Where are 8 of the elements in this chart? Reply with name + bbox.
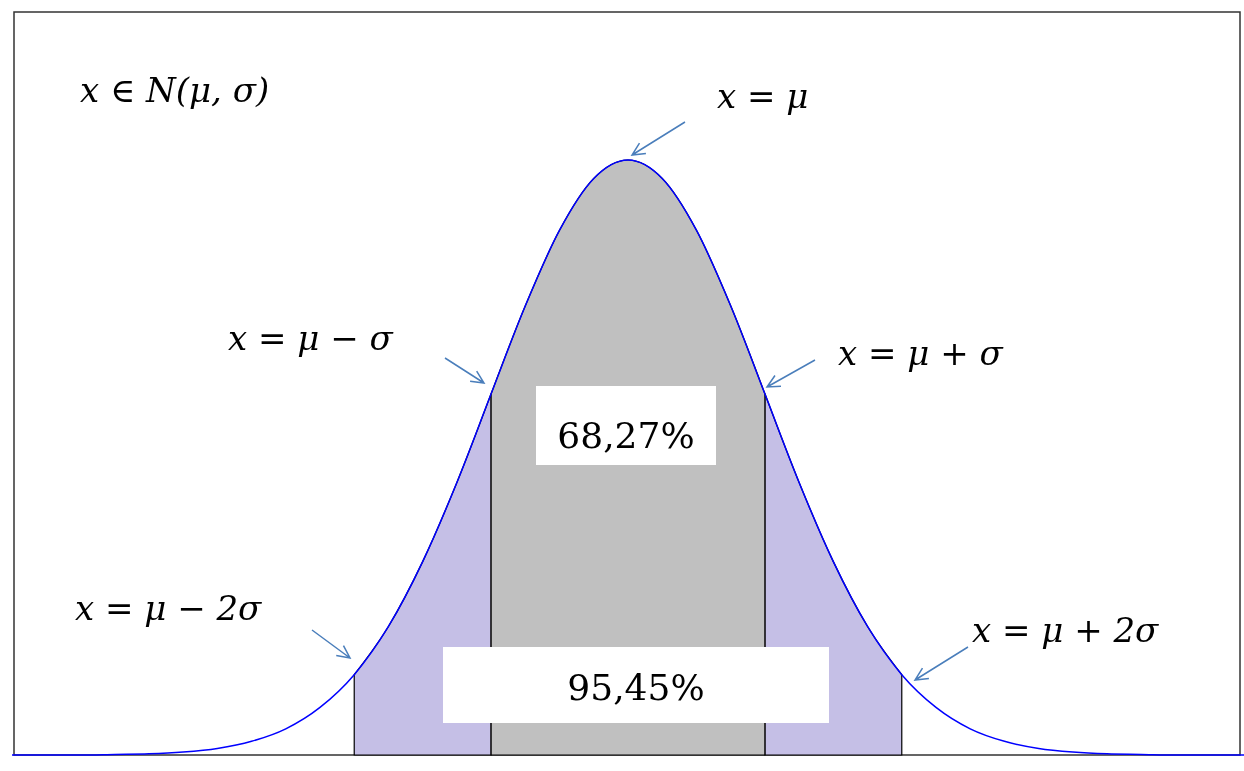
annotation: x = μ − 2σ — [75, 588, 263, 628]
annotation: x = μ − σ — [228, 318, 394, 358]
annotation: 95,45% — [567, 667, 705, 708]
annotation: 68,27% — [557, 415, 695, 456]
annotation: x = μ + 2σ — [972, 610, 1160, 650]
text: x = μ — [717, 76, 809, 116]
annotation: x = μ + σ — [838, 333, 1004, 373]
text: x ∈ N(μ, σ) — [80, 70, 270, 110]
